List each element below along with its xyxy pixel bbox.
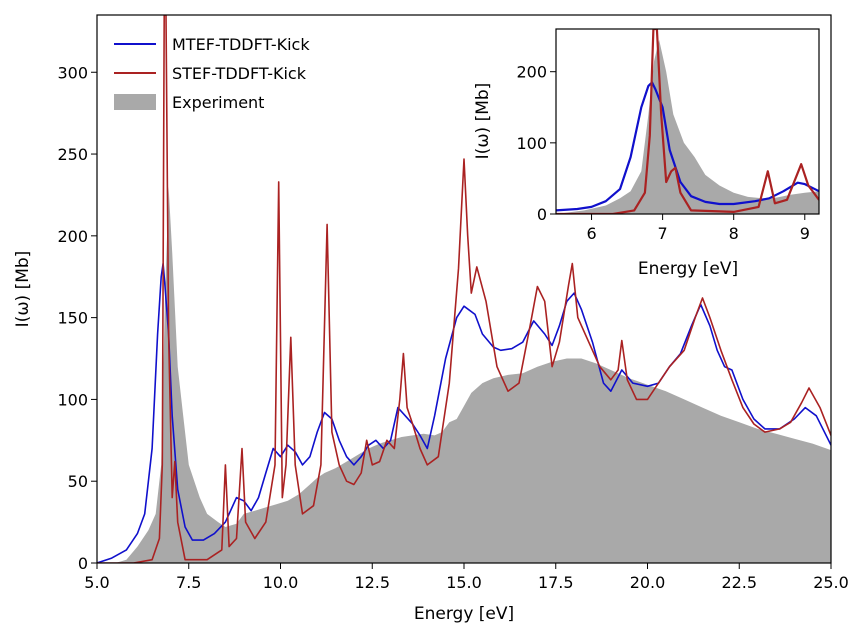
inset-series-experiment-area [556,39,819,214]
main-x-axis: 5.0 7.5 10.0 12.5 15.0 17.5 20.0 22.5 25.0 [84,563,849,592]
legend-swatch-experiment [114,94,156,110]
main-x-tick-label: 15.0 [446,573,482,592]
inset-x-tick-label: 9 [800,224,810,243]
inset-y-axis: 0 100 200 [516,63,556,224]
main-series-experiment-area [97,186,831,563]
main-y-tick-label: 50 [68,472,88,491]
main-y-tick-label: 150 [57,309,88,328]
main-x-tick-label: 7.5 [176,573,201,592]
inset-series-stef-tddft-kick-line [556,29,819,214]
inset-x-axis: 6 7 8 9 [586,214,810,243]
legend-label: Experiment [172,93,264,112]
main-y-tick-label: 300 [57,63,88,82]
main-series-stef-tddft-kick-line [97,15,831,563]
inset-x-tick-label: 8 [729,224,739,243]
main-y-tick-label: 250 [57,145,88,164]
inset-y-axis-label: I(ω) [Mb] [473,83,493,160]
main-y-tick-label: 200 [57,227,88,246]
main-y-axis: 0 50 100 150 200 250 300 [57,63,97,573]
main-y-tick-label: 0 [78,554,88,573]
inset-plot: 6 7 8 9 0 100 200 Energy [eV] I(ω) [Mb] [473,28,820,279]
main-x-tick-label: 25.0 [813,573,849,592]
legend-label: MTEF-TDDFT-Kick [172,35,310,54]
legend-label: STEF-TDDFT-Kick [172,64,307,83]
main-x-tick-label: 5.0 [84,573,109,592]
inset-series-layer [556,29,819,214]
inset-y-tick-label: 0 [537,205,547,224]
main-x-tick-label: 17.5 [538,573,574,592]
main-x-tick-label: 12.5 [354,573,390,592]
inset-plot-frame [555,28,820,215]
inset-x-tick-label: 7 [658,224,668,243]
inset-y-tick-label: 100 [516,134,547,153]
legend: MTEF-TDDFT-Kick STEF-TDDFT-Kick Experiment [114,35,310,112]
main-x-tick-label: 20.0 [630,573,666,592]
inset-x-axis-label: Energy [eV] [638,259,738,279]
main-x-tick-label: 10.0 [263,573,299,592]
main-y-tick-label: 100 [57,390,88,409]
main-y-axis-label: I(ω) [Mb] [13,251,33,328]
inset-x-tick-label: 6 [586,224,596,243]
inset-y-tick-label: 200 [516,63,547,82]
main-x-tick-label: 22.5 [721,573,757,592]
main-series-layer [97,15,831,563]
main-x-axis-label: Energy [eV] [414,604,514,624]
